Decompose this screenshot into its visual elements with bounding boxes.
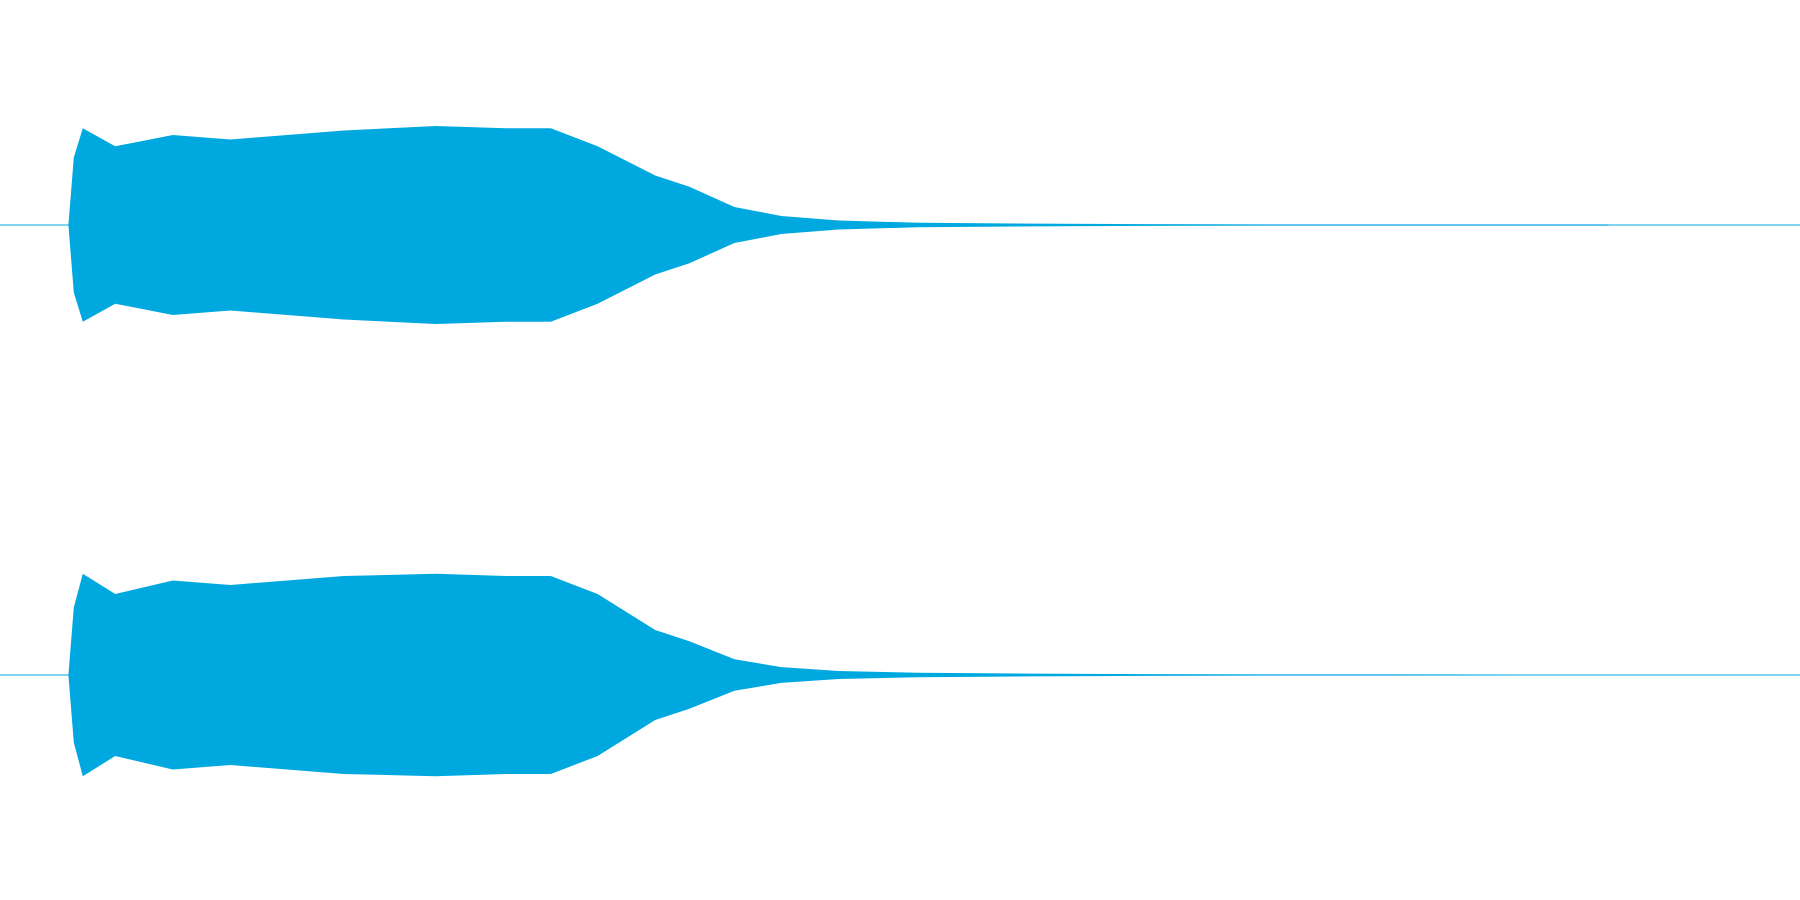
envelope-top (68, 126, 1620, 225)
envelope-top (68, 573, 1620, 675)
envelope-bottom (68, 675, 1620, 777)
envelope-bottom (68, 225, 1620, 324)
